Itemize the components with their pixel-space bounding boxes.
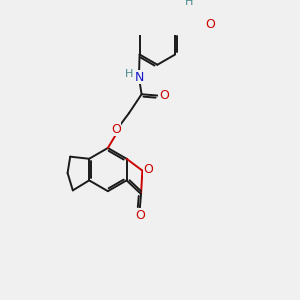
Text: H: H [185, 0, 193, 7]
Text: O: O [159, 89, 169, 102]
Text: H: H [125, 69, 133, 79]
Text: O: O [205, 19, 215, 32]
Text: O: O [111, 122, 121, 136]
Text: N: N [134, 70, 144, 84]
Text: O: O [135, 208, 145, 222]
Text: O: O [143, 163, 153, 176]
